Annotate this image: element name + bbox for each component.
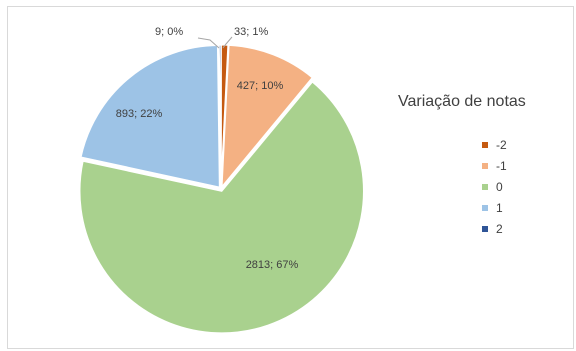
legend-label-0: 0 — [496, 180, 503, 194]
data-label-minus2: 33; 1% — [234, 26, 268, 38]
legend-label-minus1: -1 — [496, 159, 507, 173]
data-label-minus1: 427; 10% — [237, 80, 284, 92]
data-label-2: 9; 0% — [155, 26, 183, 38]
data-label-0: 2813; 67% — [246, 259, 299, 271]
pie-slice-1 — [79, 44, 221, 189]
pie-slice-0 — [78, 80, 365, 334]
data-labels: 33; 1% 427; 10% 2813; 67% 893; 22% 9; 0% — [116, 26, 299, 271]
legend-swatch-2 — [482, 226, 488, 232]
pie-slice-2 — [218, 44, 222, 187]
legend-label-2: 2 — [496, 222, 503, 236]
label-leader-lines — [197, 36, 233, 49]
leader-line-minus2 — [222, 36, 233, 49]
legend-swatch-1 — [482, 205, 488, 211]
pie-slice-minus1 — [220, 44, 314, 190]
legend-swatch-minus1 — [482, 163, 488, 169]
legend-label-minus2: -2 — [496, 138, 507, 152]
legend: -2 -1 0 1 2 — [482, 138, 507, 236]
legend-swatch-0 — [482, 184, 488, 190]
data-label-1: 893; 22% — [116, 108, 163, 120]
legend-label-1: 1 — [496, 201, 503, 215]
legend-title: Variação de notas — [398, 93, 526, 110]
legend-swatch-minus2 — [482, 142, 488, 148]
leader-line-2 — [197, 37, 220, 49]
pie-slices — [78, 44, 365, 334]
